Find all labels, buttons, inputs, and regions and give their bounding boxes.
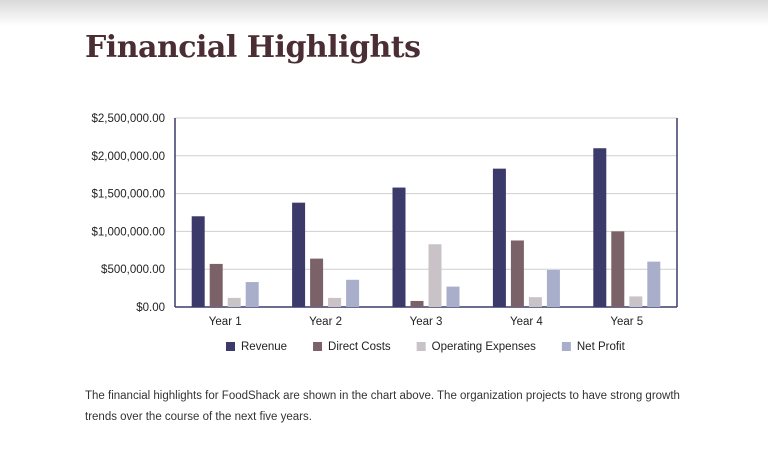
x-tick-label: Year 1 (209, 316, 242, 328)
bar-revenue (392, 187, 406, 307)
legend-swatch (226, 342, 235, 351)
legend-label: Operating Expenses (432, 341, 536, 353)
bar-chart: $0.00 $500,000.00 $1,000,000.00 $1,500,000.… (91, 113, 678, 353)
bar-direct-costs (611, 231, 625, 307)
bar-direct-costs (410, 300, 424, 307)
bar-revenue (191, 216, 205, 307)
legend-swatch (561, 342, 571, 351)
bar-net-profit (346, 279, 360, 307)
bar-revenue (492, 168, 506, 307)
bar-net-profit (647, 261, 661, 307)
legend-label: Net Profit (577, 341, 626, 353)
bar-direct-costs (510, 240, 524, 307)
bar-net-profit (546, 269, 560, 307)
y-tick-label: $1,500,000.00 (91, 189, 165, 201)
y-tick-label: $2,000,000.00 (91, 151, 165, 163)
bar-net-profit (245, 282, 259, 307)
bar-operating-expenses (227, 297, 241, 307)
y-tick-label: $0.00 (136, 302, 165, 314)
legend-swatch (313, 342, 323, 351)
bar-revenue (292, 202, 306, 307)
bar-direct-costs (310, 258, 324, 307)
page-title: Financial Highlights (85, 30, 421, 65)
legend-label: Revenue (241, 341, 287, 353)
legend-swatch (416, 342, 426, 351)
caption-text: The financial highlights for FoodShack a… (85, 390, 680, 423)
legend-label: Direct Costs (328, 341, 391, 353)
bar-net-profit (446, 286, 460, 307)
bar-operating-expenses (328, 297, 342, 307)
bar-operating-expenses (428, 244, 442, 307)
bar-operating-expenses (528, 297, 542, 307)
y-tick-label: $1,000,000.00 (91, 226, 165, 238)
y-tick-label: $2,500,000.00 (91, 113, 165, 125)
x-tick-label: Year 2 (309, 316, 342, 328)
bar-direct-costs (209, 263, 223, 307)
x-tick-label: Year 4 (510, 316, 543, 328)
bar-operating-expenses (629, 296, 643, 307)
x-tick-label: Year 5 (610, 316, 643, 328)
bar-revenue (593, 148, 607, 307)
top-shade (0, 0, 768, 26)
x-tick-label: Year 3 (410, 316, 443, 328)
y-tick-label: $500,000.00 (101, 264, 165, 276)
